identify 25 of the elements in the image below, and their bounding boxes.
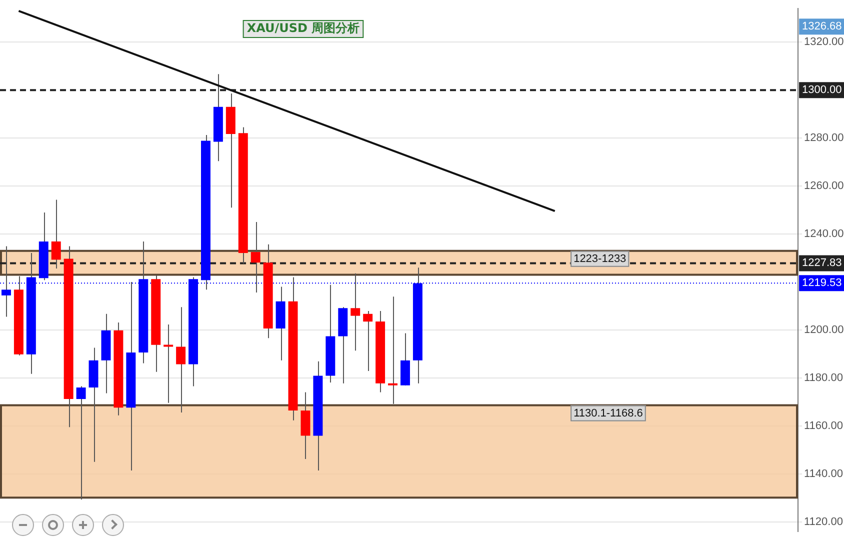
- candlestick: [250, 222, 260, 294]
- ref-line-label: 1219.53: [802, 277, 842, 290]
- band-label: 1223-1233: [574, 252, 626, 265]
- band-label: 1130.1-1168.6: [574, 407, 643, 420]
- y-tick-label: 1280.00: [804, 132, 844, 144]
- y-tick-label: 1160.00: [804, 420, 843, 432]
- text: XAU/USD 周图分析: [246, 21, 360, 36]
- candlestick: [176, 306, 186, 413]
- y-tick-label: 1140.00: [804, 468, 843, 480]
- candlestick: [76, 386, 86, 500]
- y-tick-label: 1260.00: [804, 180, 844, 192]
- candlestick: [1, 246, 11, 318]
- candlestick: [363, 310, 373, 372]
- y-tick-label: 1320.00: [804, 36, 844, 48]
- y-tick-label: 1120.00: [804, 516, 843, 528]
- candlestick: [164, 324, 174, 404]
- ref-line-label: 1300.00: [802, 84, 842, 96]
- candlestick: [388, 296, 398, 404]
- candlestick: [350, 272, 360, 352]
- ref-line-label: 1227.83: [802, 257, 842, 270]
- candlestick: [51, 199, 61, 270]
- y-tick-label: 1240.00: [804, 228, 844, 240]
- text: 1326.68: [802, 20, 842, 33]
- y-tick-label: 1180.00: [804, 372, 843, 384]
- y-tick-label: 1200.00: [804, 324, 844, 336]
